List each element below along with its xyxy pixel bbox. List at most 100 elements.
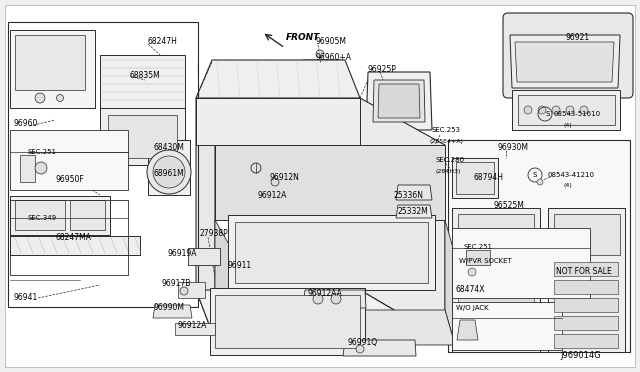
Polygon shape <box>458 260 534 274</box>
Polygon shape <box>396 185 432 200</box>
Polygon shape <box>15 200 65 230</box>
Text: 96912AA: 96912AA <box>308 289 343 298</box>
Text: SEC.280: SEC.280 <box>435 157 464 163</box>
Polygon shape <box>366 72 432 130</box>
Text: 96921: 96921 <box>566 33 590 42</box>
Text: 96525M: 96525M <box>493 201 524 209</box>
Circle shape <box>316 50 324 58</box>
Text: 68474X: 68474X <box>455 285 484 294</box>
Polygon shape <box>452 208 540 352</box>
Polygon shape <box>20 155 35 182</box>
Polygon shape <box>303 290 366 308</box>
Text: 68247MA: 68247MA <box>55 232 91 241</box>
Polygon shape <box>457 320 478 340</box>
Polygon shape <box>196 290 445 340</box>
Text: 96919A: 96919A <box>168 250 198 259</box>
Polygon shape <box>108 115 177 158</box>
Text: 96930M: 96930M <box>498 144 529 153</box>
Text: W/PVR SOCKET: W/PVR SOCKET <box>459 258 512 264</box>
Polygon shape <box>215 295 360 348</box>
Polygon shape <box>15 35 85 90</box>
Polygon shape <box>458 278 534 292</box>
Text: SEC.251: SEC.251 <box>28 149 57 155</box>
Text: 96960+A: 96960+A <box>315 52 351 61</box>
Text: (4): (4) <box>563 122 572 128</box>
Polygon shape <box>196 60 360 98</box>
Text: NOT FOR SALE: NOT FOR SALE <box>556 267 612 276</box>
Polygon shape <box>518 95 615 125</box>
Polygon shape <box>548 208 625 352</box>
Polygon shape <box>235 222 428 283</box>
Polygon shape <box>188 248 220 265</box>
Polygon shape <box>178 282 205 298</box>
Polygon shape <box>10 30 95 108</box>
Text: 68794H: 68794H <box>474 173 504 183</box>
Polygon shape <box>554 316 618 330</box>
Bar <box>452 228 590 298</box>
Polygon shape <box>228 215 435 290</box>
Polygon shape <box>360 98 445 340</box>
Polygon shape <box>554 214 620 255</box>
Polygon shape <box>153 305 192 318</box>
Circle shape <box>524 106 532 114</box>
Text: 08543-41210: 08543-41210 <box>548 172 595 178</box>
Text: 96912A: 96912A <box>178 321 207 330</box>
Polygon shape <box>554 334 618 348</box>
Polygon shape <box>445 220 455 345</box>
Bar <box>448 140 630 352</box>
Text: 96905M: 96905M <box>315 38 346 46</box>
Text: (284H3): (284H3) <box>436 170 461 174</box>
Circle shape <box>468 268 476 276</box>
Polygon shape <box>196 98 360 145</box>
Text: 96941: 96941 <box>14 294 38 302</box>
Polygon shape <box>396 205 432 218</box>
Polygon shape <box>512 90 620 130</box>
Polygon shape <box>10 196 110 235</box>
Text: S: S <box>533 172 537 178</box>
Polygon shape <box>554 262 618 276</box>
Circle shape <box>56 94 63 102</box>
Text: 96991Q: 96991Q <box>348 339 378 347</box>
Polygon shape <box>100 55 185 108</box>
Text: (4): (4) <box>563 183 572 189</box>
Circle shape <box>580 106 588 114</box>
Bar <box>10 130 128 190</box>
Circle shape <box>566 106 574 114</box>
Text: J969014G: J969014G <box>560 352 600 360</box>
Text: S: S <box>546 111 550 117</box>
Polygon shape <box>452 158 498 198</box>
Text: 96912N: 96912N <box>270 173 300 183</box>
Bar <box>8 22 198 307</box>
Circle shape <box>271 178 279 186</box>
Text: 68835M: 68835M <box>130 71 161 80</box>
Text: W/O JACK: W/O JACK <box>456 305 488 311</box>
Polygon shape <box>100 108 185 165</box>
Bar <box>452 302 562 350</box>
Polygon shape <box>378 84 420 118</box>
Polygon shape <box>148 140 190 195</box>
Text: SEC.349: SEC.349 <box>28 215 57 221</box>
Circle shape <box>153 156 185 188</box>
Polygon shape <box>196 98 215 340</box>
Text: FRONT: FRONT <box>286 32 320 42</box>
Polygon shape <box>343 340 416 356</box>
Text: 25336N: 25336N <box>394 192 424 201</box>
Circle shape <box>331 294 341 304</box>
Polygon shape <box>510 35 620 88</box>
Polygon shape <box>458 314 534 328</box>
Polygon shape <box>10 236 140 255</box>
Polygon shape <box>70 200 105 230</box>
Polygon shape <box>458 214 534 255</box>
Text: 96990M: 96990M <box>153 302 184 311</box>
Circle shape <box>537 179 543 185</box>
Circle shape <box>356 345 364 353</box>
Text: 25332M: 25332M <box>398 208 429 217</box>
FancyBboxPatch shape <box>503 13 633 98</box>
Polygon shape <box>373 80 425 122</box>
Circle shape <box>35 162 47 174</box>
Text: 96911: 96911 <box>228 260 252 269</box>
Polygon shape <box>175 323 215 335</box>
Circle shape <box>251 163 261 173</box>
Polygon shape <box>554 298 618 312</box>
Bar <box>10 200 128 275</box>
